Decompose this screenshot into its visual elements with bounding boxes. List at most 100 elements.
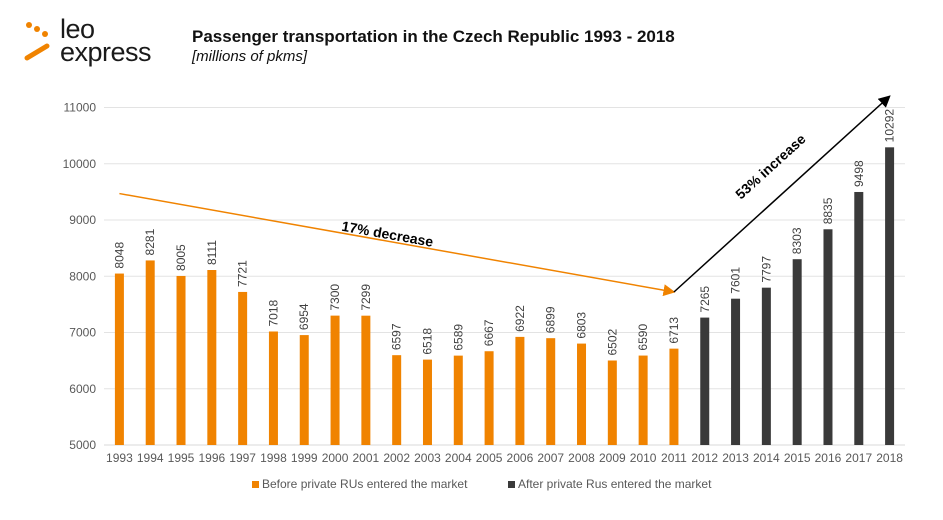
annotation-label: 53% increase <box>732 131 809 203</box>
bar <box>792 259 802 445</box>
data-label: 6954 <box>297 303 311 330</box>
bar <box>731 298 741 445</box>
legend-label-before: Before private RUs entered the market <box>262 477 468 491</box>
bar <box>145 260 155 445</box>
data-label: 6922 <box>513 305 527 332</box>
data-label: 7797 <box>759 256 773 283</box>
x-tick-label: 1993 <box>106 451 133 465</box>
bar <box>238 291 248 445</box>
data-label: 10292 <box>883 109 897 143</box>
bar <box>330 315 340 445</box>
data-label: 6803 <box>575 312 589 339</box>
data-label: 7300 <box>328 284 342 311</box>
x-tick-label: 2004 <box>445 451 472 465</box>
bar <box>268 331 278 445</box>
x-tick-label: 2006 <box>507 451 534 465</box>
legend-item-before: Before private RUs entered the market <box>252 477 467 491</box>
bar <box>515 336 525 445</box>
data-label: 6899 <box>544 306 558 333</box>
x-tick-label: 2016 <box>815 451 842 465</box>
bar <box>546 338 556 445</box>
bar <box>577 343 587 445</box>
y-tick-label: 10000 <box>63 157 97 171</box>
x-tick-label: 2001 <box>353 451 380 465</box>
bar <box>392 355 402 445</box>
data-label: 8111 <box>205 240 219 265</box>
logo-line1: leo <box>60 14 95 44</box>
data-label: 7299 <box>359 284 373 311</box>
bar <box>207 270 217 445</box>
data-label: 6590 <box>636 324 650 351</box>
x-tick-label: 2008 <box>568 451 595 465</box>
bar <box>638 355 648 445</box>
bar <box>422 359 432 445</box>
bar <box>854 191 864 445</box>
y-tick-label: 7000 <box>69 326 96 340</box>
x-tick-label: 2013 <box>722 451 749 465</box>
data-label: 8281 <box>143 228 157 255</box>
x-tick-label: 1998 <box>260 451 287 465</box>
data-label: 7018 <box>266 299 280 326</box>
x-tick-label: 2011 <box>661 451 687 465</box>
bar <box>885 147 895 445</box>
bar <box>761 287 771 445</box>
bar <box>823 229 833 445</box>
data-label: 8835 <box>821 197 835 224</box>
legend-swatch-after <box>508 480 515 488</box>
x-tick-label: 2015 <box>784 451 811 465</box>
x-tick-label: 2007 <box>537 451 564 465</box>
data-label: 6502 <box>605 328 619 355</box>
y-tick-label: 9000 <box>69 213 96 227</box>
data-label: 8303 <box>790 227 804 254</box>
x-tick-label: 2000 <box>322 451 349 465</box>
annotation-arrow <box>673 95 891 293</box>
data-label: 6597 <box>390 323 404 350</box>
x-tick-label: 2012 <box>691 451 718 465</box>
x-tick-label: 2002 <box>383 451 410 465</box>
logo-dots-icon <box>24 22 50 61</box>
x-tick-label: 2009 <box>599 451 626 465</box>
annotation-arrow <box>119 192 676 297</box>
bar <box>484 351 494 445</box>
logo-text: leo express <box>60 14 152 66</box>
x-tick-label: 1997 <box>229 451 256 465</box>
bar <box>700 317 710 445</box>
bar <box>114 273 124 445</box>
y-tick-label: 5000 <box>69 438 96 452</box>
legend-label-after: After private Rus entered the market <box>518 477 712 491</box>
x-tick-label: 1996 <box>198 451 225 465</box>
x-tick-label: 2003 <box>414 451 441 465</box>
x-tick-label: 1995 <box>168 451 195 465</box>
bar <box>361 315 371 445</box>
x-tick-label: 2005 <box>476 451 503 465</box>
leo-express-logo: leo express <box>22 14 162 68</box>
data-label: 8048 <box>112 242 126 269</box>
x-tick-label: 2018 <box>876 451 903 465</box>
chart-subtitle: [millions of pkms] <box>192 48 308 65</box>
legend-item-after: After private Rus entered the market <box>508 477 711 491</box>
bar <box>299 335 309 445</box>
bar <box>453 355 463 445</box>
x-tick-label: 1999 <box>291 451 318 465</box>
annotation-label: 17% decrease <box>341 218 435 250</box>
x-tick-label: 2014 <box>753 451 780 465</box>
data-label: 7721 <box>236 260 250 287</box>
data-label: 9498 <box>852 160 866 187</box>
x-tick-label: 2017 <box>845 451 872 465</box>
y-tick-label: 8000 <box>69 269 96 283</box>
y-tick-label: 11000 <box>64 101 97 115</box>
data-label: 7601 <box>729 267 743 294</box>
x-tick-label: 2010 <box>630 451 657 465</box>
chart-title: Passenger transportation in the Czech Re… <box>192 27 675 46</box>
bar <box>176 275 186 445</box>
data-label: 7265 <box>698 286 712 313</box>
bar <box>607 360 617 445</box>
data-label: 6589 <box>451 324 465 351</box>
bar <box>669 348 679 445</box>
data-label: 6713 <box>667 317 681 344</box>
data-label: 6667 <box>482 319 496 346</box>
data-label: 6518 <box>420 328 434 355</box>
x-tick-label: 1994 <box>137 451 164 465</box>
y-tick-label: 6000 <box>69 382 96 396</box>
